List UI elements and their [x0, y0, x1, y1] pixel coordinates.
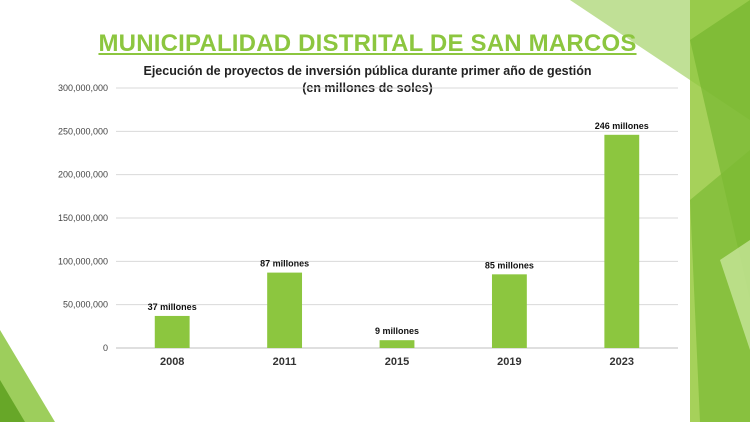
x-tick-label: 2011 — [273, 356, 297, 368]
data-label: 85 millones — [485, 260, 534, 270]
data-label: 246 millones — [595, 121, 649, 131]
bar — [154, 315, 190, 348]
x-tick-label: 2023 — [610, 356, 634, 368]
y-tick-label: 150,000,000 — [58, 213, 108, 223]
x-tick-label: 2019 — [497, 356, 521, 368]
slide-title: MUNICIPALIDAD DISTRITAL DE SAN MARCOS — [98, 30, 637, 57]
data-label: 9 millones — [375, 326, 419, 336]
bar — [604, 134, 640, 348]
chart-title-line: Ejecución de proyectos de inversión públ… — [143, 64, 592, 78]
y-tick-label: 50,000,000 — [63, 300, 108, 310]
bar — [267, 272, 303, 348]
x-tick-label: 2008 — [160, 356, 184, 368]
x-tick-label: 2015 — [385, 356, 409, 368]
y-tick-label: 250,000,000 — [58, 126, 108, 136]
y-tick-label: 0 — [103, 343, 108, 353]
data-label: 37 millones — [148, 302, 197, 312]
bar — [491, 274, 527, 348]
y-tick-label: 300,000,000 — [58, 83, 108, 93]
y-tick-label: 100,000,000 — [58, 256, 108, 266]
data-label: 87 millones — [260, 259, 309, 269]
bar — [379, 340, 415, 348]
y-tick-label: 200,000,000 — [58, 170, 108, 180]
